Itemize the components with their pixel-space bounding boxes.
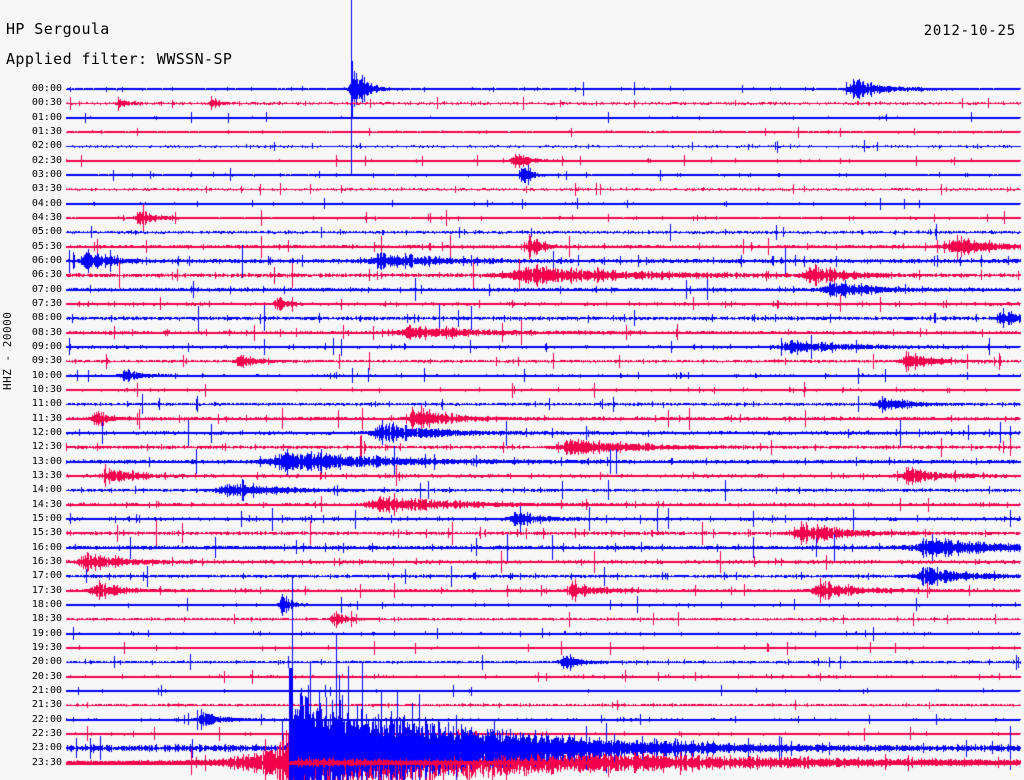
helicorder-window: HP Sergoula Applied filter: WWSSN-SP 201… bbox=[0, 0, 1024, 780]
seismogram-traces bbox=[0, 0, 1024, 780]
